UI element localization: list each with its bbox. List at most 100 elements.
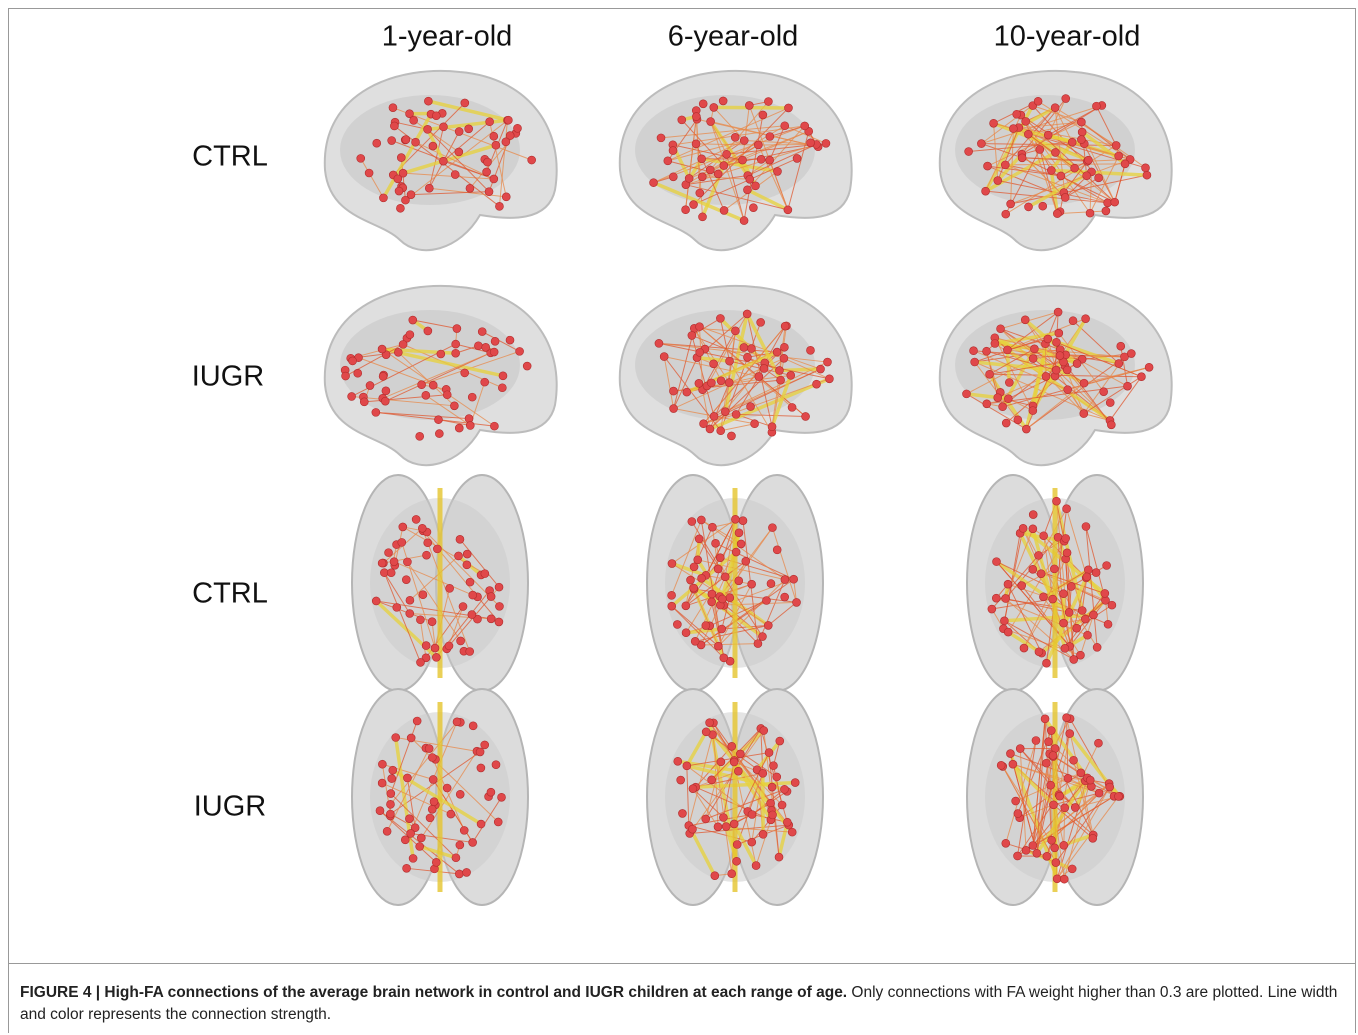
node bbox=[466, 648, 474, 656]
node bbox=[1002, 839, 1010, 847]
node bbox=[775, 853, 783, 861]
node bbox=[392, 734, 400, 742]
brain-panel bbox=[967, 475, 1143, 691]
node bbox=[777, 376, 785, 384]
node bbox=[417, 834, 425, 842]
node bbox=[739, 517, 747, 525]
node bbox=[669, 173, 677, 181]
node bbox=[1007, 200, 1015, 208]
node bbox=[747, 403, 755, 411]
node bbox=[781, 122, 789, 130]
node bbox=[409, 854, 417, 862]
node bbox=[1042, 659, 1050, 667]
node bbox=[726, 357, 734, 365]
node bbox=[714, 565, 722, 573]
node bbox=[708, 523, 716, 531]
node bbox=[688, 331, 696, 339]
node bbox=[1062, 95, 1070, 103]
node bbox=[692, 113, 700, 121]
node bbox=[698, 173, 706, 181]
node bbox=[817, 365, 825, 373]
node bbox=[982, 187, 990, 195]
node bbox=[1086, 776, 1094, 784]
node bbox=[1047, 781, 1055, 789]
node bbox=[428, 753, 436, 761]
node bbox=[802, 412, 810, 420]
node bbox=[426, 814, 434, 822]
node bbox=[1073, 624, 1081, 632]
node bbox=[456, 841, 464, 849]
node bbox=[443, 391, 451, 399]
node bbox=[726, 594, 734, 602]
node bbox=[751, 420, 759, 428]
caption-label: FIGURE 4 | High-FA connections of the av… bbox=[20, 984, 847, 1001]
node bbox=[1040, 532, 1048, 540]
node bbox=[1106, 783, 1114, 791]
node bbox=[688, 518, 696, 526]
node bbox=[759, 769, 767, 777]
node bbox=[725, 379, 733, 387]
node bbox=[1004, 628, 1012, 636]
column-label: 10-year-old bbox=[994, 21, 1141, 53]
node bbox=[424, 539, 432, 547]
node bbox=[418, 381, 426, 389]
brain-panel bbox=[647, 475, 823, 691]
node bbox=[416, 616, 424, 624]
node bbox=[716, 554, 724, 562]
node bbox=[706, 166, 714, 174]
node bbox=[399, 523, 407, 531]
node bbox=[759, 830, 767, 838]
node bbox=[781, 322, 789, 330]
node bbox=[342, 372, 350, 380]
node bbox=[453, 718, 461, 726]
node bbox=[743, 310, 751, 318]
node bbox=[379, 194, 387, 202]
node bbox=[1004, 395, 1012, 403]
node bbox=[386, 810, 394, 818]
node bbox=[706, 425, 714, 433]
node bbox=[1003, 346, 1011, 354]
node bbox=[781, 593, 789, 601]
node bbox=[461, 99, 469, 107]
node bbox=[1052, 859, 1060, 867]
node bbox=[757, 155, 765, 163]
node bbox=[443, 784, 451, 792]
node bbox=[668, 591, 676, 599]
node bbox=[754, 141, 762, 149]
node bbox=[1089, 611, 1097, 619]
node bbox=[483, 158, 491, 166]
node bbox=[1068, 138, 1076, 146]
node bbox=[714, 642, 722, 650]
node bbox=[1063, 714, 1071, 722]
node bbox=[762, 597, 770, 605]
node bbox=[1106, 399, 1114, 407]
node bbox=[775, 366, 783, 374]
brain-panel bbox=[647, 689, 823, 905]
node bbox=[962, 390, 970, 398]
node bbox=[412, 515, 420, 523]
node bbox=[752, 862, 760, 870]
node bbox=[1068, 865, 1076, 873]
node bbox=[388, 137, 396, 145]
node bbox=[990, 119, 998, 127]
brain-panel bbox=[967, 689, 1143, 905]
node bbox=[469, 722, 477, 730]
node bbox=[683, 388, 691, 396]
node bbox=[790, 575, 798, 583]
node bbox=[424, 97, 432, 105]
node bbox=[407, 191, 415, 199]
node bbox=[1137, 373, 1145, 381]
node bbox=[740, 136, 748, 144]
node bbox=[710, 103, 718, 111]
connection bbox=[1007, 350, 1009, 383]
node bbox=[755, 373, 763, 381]
node bbox=[492, 761, 500, 769]
node bbox=[394, 175, 402, 183]
node bbox=[1104, 199, 1112, 207]
node bbox=[1071, 803, 1079, 811]
node bbox=[1029, 511, 1037, 519]
node bbox=[733, 857, 741, 865]
node bbox=[399, 340, 407, 348]
node bbox=[1019, 524, 1027, 532]
node bbox=[740, 343, 748, 351]
